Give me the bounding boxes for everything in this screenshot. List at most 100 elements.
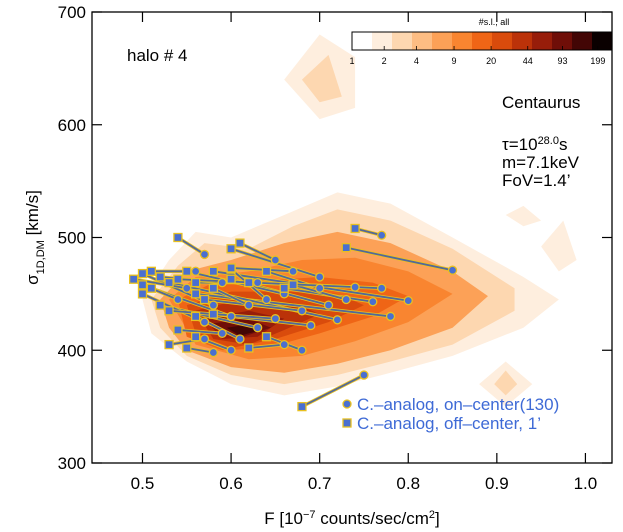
y-tick-label: 600: [58, 116, 86, 135]
point-circle: [199, 334, 210, 344]
point-square: [173, 232, 183, 243]
point-square: [288, 280, 298, 290]
legend-label: C.–analog, off–center, 1’: [357, 414, 541, 433]
point-square: [208, 283, 219, 293]
point-circle: [226, 345, 236, 355]
point-square: [173, 274, 183, 284]
point-circle: [217, 328, 227, 338]
point-square: [190, 277, 201, 288]
pair-line: [168, 281, 338, 321]
colorbar-swatch: [392, 32, 413, 50]
point-circle: [359, 370, 369, 380]
colorbar-swatch: [352, 32, 373, 50]
colorbar-swatch: [572, 32, 593, 50]
colorbar-tick-label: 4: [414, 56, 419, 66]
legend-marker: [342, 418, 352, 428]
point-circle: [306, 320, 316, 331]
point-circle: [297, 306, 307, 316]
y-axis-label: σ1D,DM [km/s]: [23, 190, 47, 285]
x-tick-label: 1.0: [574, 474, 598, 493]
point-square: [128, 274, 139, 284]
point-square: [137, 280, 148, 290]
colorbar-swatch: [432, 32, 453, 50]
point-square: [190, 311, 201, 322]
point-square: [261, 266, 272, 276]
colorbar-swatch: [592, 32, 613, 50]
density-contour: [541, 220, 577, 272]
pair-line: [239, 242, 276, 261]
pair-line: [177, 329, 223, 335]
point-circle: [368, 297, 378, 307]
point-circle: [208, 300, 219, 310]
tau-exp: 28.0: [538, 135, 559, 147]
colorbar-swatch: [532, 32, 553, 50]
legend-marker: [342, 399, 352, 409]
colorbar-swatch: [492, 32, 513, 50]
point-circle: [199, 317, 210, 327]
pair-line: [212, 287, 250, 306]
density-contour: [505, 205, 542, 227]
point-circle: [190, 266, 201, 276]
point-square: [173, 325, 183, 335]
colorbar-frame: [351, 31, 613, 51]
label-part: −7: [303, 509, 316, 521]
point-circle: [288, 266, 298, 276]
point-circle: [323, 300, 334, 310]
point-square: [164, 339, 174, 350]
colorbar-swatch: [452, 32, 473, 50]
point-square: [226, 244, 236, 254]
point-circle: [199, 249, 210, 260]
plot-area: [128, 34, 577, 412]
pair-line: [177, 278, 356, 289]
tau-label: τ=1028.0s: [502, 135, 567, 154]
point-circle: [332, 315, 343, 325]
colorbar-swatch: [512, 32, 533, 50]
point-square: [244, 277, 254, 288]
y-tick-label: 300: [58, 454, 86, 473]
point-square: [261, 332, 272, 342]
label-part: σ: [23, 274, 42, 285]
colorbar-tick-label: 1: [349, 56, 354, 66]
point-square: [297, 401, 307, 412]
point-square: [341, 242, 351, 253]
label-part: 2: [429, 509, 435, 521]
pair-line: [195, 292, 391, 318]
point-square: [190, 332, 201, 342]
pair-line: [248, 343, 285, 349]
halo-label: halo # 4: [127, 46, 188, 65]
point-circle: [226, 311, 236, 322]
label-part: ]: [435, 509, 440, 528]
point-circle: [315, 283, 325, 293]
point-circle: [182, 283, 192, 293]
point-square: [137, 289, 148, 299]
point-circle: [350, 282, 360, 292]
colorbar-swatch: [472, 32, 493, 50]
colorbar-tick-label: 2: [382, 56, 387, 66]
point-circle: [377, 283, 387, 293]
point-square: [279, 283, 289, 293]
point-square: [208, 266, 219, 276]
point-square: [164, 306, 174, 316]
point-square: [244, 343, 254, 353]
point-circle: [253, 277, 263, 288]
pair-line: [169, 309, 276, 320]
density-contour: [494, 370, 518, 396]
x-tick-label: 0.8: [396, 474, 420, 493]
density-contour: [301, 54, 342, 103]
point-square: [208, 309, 219, 319]
colorbar-swatch: [412, 32, 433, 50]
point-square: [235, 238, 245, 248]
label-part: [km/s]: [23, 190, 42, 240]
colorbar-title: #s.l., all: [479, 17, 510, 27]
x-tick-label: 0.9: [485, 474, 509, 493]
object-label: Centaurus: [502, 93, 580, 112]
point-square: [146, 266, 157, 276]
x-tick-label: 0.6: [219, 474, 243, 493]
label-part: F [10: [264, 509, 303, 528]
point-square: [164, 277, 174, 288]
point-square: [190, 289, 201, 299]
point-circle: [315, 272, 325, 282]
label-part: counts/sec/cm: [316, 509, 429, 528]
point-square: [182, 266, 192, 276]
